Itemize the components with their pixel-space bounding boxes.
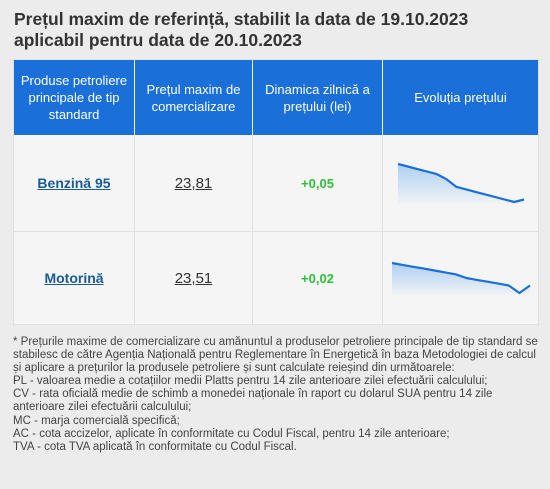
column-divider <box>134 135 135 324</box>
sparkline-area <box>391 263 530 295</box>
header-evolution: Evoluția prețului <box>383 60 538 135</box>
sparkline-area <box>397 164 524 204</box>
footnote-ac: AC - cota accizelor, aplicate în conform… <box>13 427 450 440</box>
sparkline-benzina <box>397 162 524 204</box>
table-row-benzina: Benzină 95 <box>14 135 134 231</box>
header-change: Dinamica zilnică a prețului (lei) <box>253 60 382 135</box>
price-value-motorina[interactable]: 23,51 <box>174 269 213 287</box>
footnote-intro: * Prețurile maxime de comercializare cu … <box>13 336 538 375</box>
table-row-motorina: Motorină <box>14 232 134 324</box>
footnote-mc: MC - marja comercială specifică; <box>13 414 180 427</box>
sparkline-motorina <box>391 261 531 295</box>
price-value-benzina[interactable]: 23,81 <box>174 174 213 192</box>
price-change-motorina: +0,02 <box>301 270 334 286</box>
sparkline-line <box>391 261 531 295</box>
fuel-price-table: Produse petroliere principale de tip sta… <box>13 59 539 325</box>
footnote-tva: TVA - cota TVA aplicată în conformitate … <box>13 440 297 453</box>
product-link-motorina[interactable]: Motorină <box>44 270 104 286</box>
row-divider <box>14 231 538 232</box>
header-price: Prețul maxim de comercializare <box>135 60 252 135</box>
footnote-cv: CV - rata oficială medie de schimb a mon… <box>13 388 493 414</box>
product-link-benzina[interactable]: Benzină 95 <box>37 175 111 191</box>
footnote-pl: PL - valoarea medie a cotațiilor medii P… <box>13 375 488 388</box>
sparkline-line <box>397 162 524 204</box>
column-divider <box>382 135 383 324</box>
column-divider <box>252 135 253 324</box>
header-product: Produse petroliere principale de tip sta… <box>14 60 134 135</box>
page-title: Prețul maxim de referință, stabilit la d… <box>14 9 469 50</box>
price-change-benzina: +0,05 <box>301 175 334 191</box>
footnotes: * Prețurile maxime de comercializare cu … <box>13 336 538 454</box>
